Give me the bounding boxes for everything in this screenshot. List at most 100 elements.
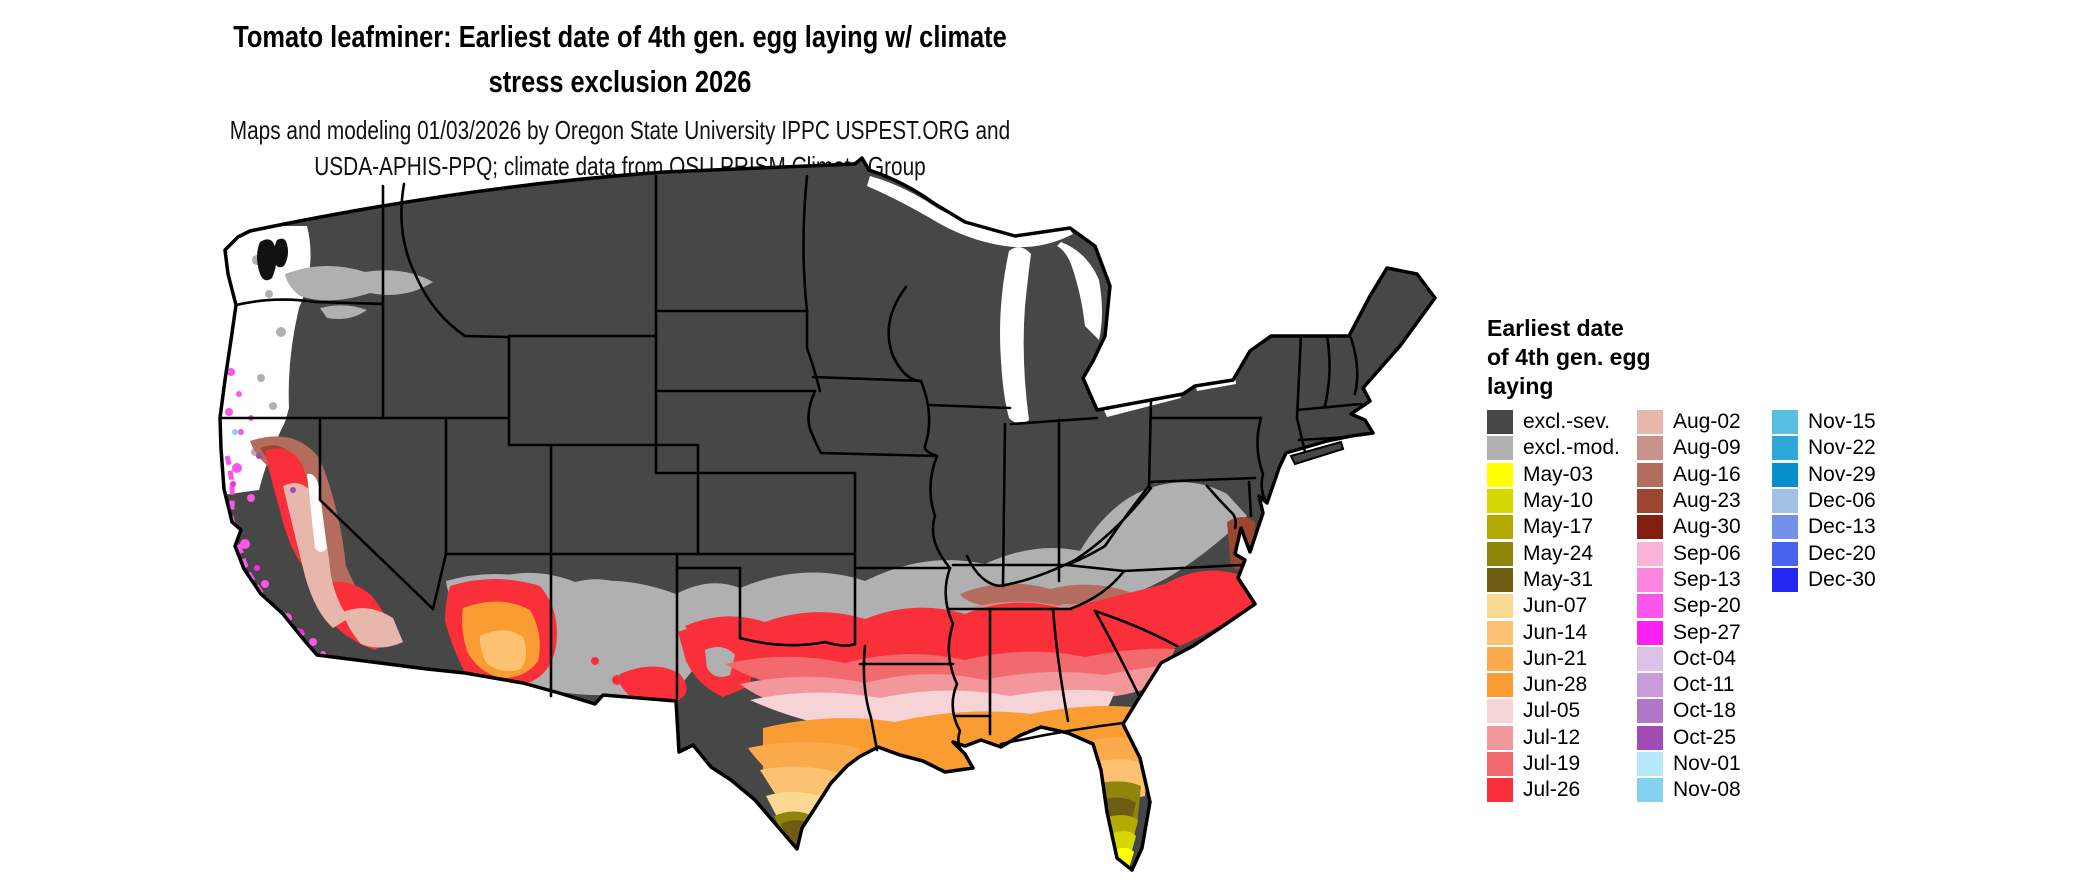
legend-swatch (1637, 646, 1663, 671)
legend-label: Dec-30 (1808, 567, 1876, 591)
legend-row: Oct-11 (1637, 672, 1772, 698)
legend-swatch (1487, 725, 1513, 750)
legend-row: Nov-01 (1637, 751, 1772, 777)
legend-swatch (1637, 567, 1663, 592)
legend-swatch (1487, 646, 1513, 671)
legend-swatch (1637, 594, 1663, 619)
legend-swatch (1637, 410, 1663, 435)
legend-row: May-31 (1487, 567, 1637, 593)
region-east-wa-gray (285, 265, 433, 319)
legend-label: Sep-27 (1673, 620, 1741, 644)
legend-swatch (1772, 489, 1798, 514)
legend-swatch (1637, 489, 1663, 514)
legend-swatch (1637, 515, 1663, 540)
region-or-coast-magenta (225, 368, 254, 435)
legend-label: Aug-02 (1673, 410, 1741, 434)
page-title: Tomato leafminer: Earliest date of 4th g… (112, 14, 1129, 104)
title-line-1: Tomato leafminer: Earliest date of 4th g… (233, 19, 1007, 54)
legend-swatch (1772, 462, 1798, 487)
legend-row: Nov-08 (1637, 777, 1772, 803)
legend-label: Jun-14 (1523, 620, 1588, 644)
legend-swatch (1637, 778, 1663, 803)
legend-row: May-10 (1487, 488, 1637, 514)
legend-label: Nov-29 (1808, 462, 1876, 486)
legend-swatch (1487, 673, 1513, 698)
legend-swatch (1487, 752, 1513, 776)
legend-label: Jun-21 (1523, 646, 1588, 670)
region-excluded-moderate-band (446, 482, 1247, 699)
legend-label: Oct-25 (1673, 725, 1737, 749)
legend-label: May-17 (1523, 515, 1594, 539)
legend-columns: excl.-sev. excl.-mod. May-03 May-10 May-17 Ma… (1487, 409, 1947, 803)
lake-huron (1057, 242, 1102, 340)
legend-row: Nov-29 (1772, 462, 1922, 488)
legend-swatch (1487, 778, 1513, 803)
us-choropleth-map (165, 156, 1465, 891)
region-puget-sound (257, 238, 288, 281)
legend-label: Nov-01 (1673, 752, 1741, 775)
legend-title-line-1: Earliest date (1487, 315, 1624, 341)
legend-label: Oct-18 (1673, 699, 1737, 723)
legend-row: May-03 (1487, 462, 1637, 488)
legend-label: Oct-04 (1673, 646, 1737, 670)
legend-label: excl.-sev. (1523, 410, 1611, 434)
legend-row: Aug-23 (1637, 488, 1772, 514)
region-fl-keys (1103, 873, 1134, 879)
legend-row: Aug-16 (1637, 462, 1772, 488)
legend-label: Sep-13 (1673, 567, 1741, 591)
legend-swatch (1637, 436, 1663, 461)
region-ca-magenta-blobs (232, 463, 326, 657)
legend-label: Jul-05 (1523, 699, 1581, 723)
legend-row: Dec-30 (1772, 567, 1922, 593)
region-wtx-red (618, 625, 752, 701)
legend-label: May-03 (1523, 462, 1594, 486)
legend-swatch (1772, 541, 1798, 566)
state-borders (220, 174, 1363, 756)
legend-swatch (1637, 541, 1663, 566)
legend-row: Jul-26 (1487, 777, 1637, 803)
legend-row: May-17 (1487, 514, 1637, 540)
legend-swatch (1637, 752, 1663, 776)
region-sierra-white (307, 473, 327, 552)
legend-row: Sep-06 (1637, 540, 1772, 566)
legend-row: Jun-14 (1487, 619, 1637, 645)
legend-swatch (1637, 699, 1663, 724)
legend-label: Dec-06 (1808, 489, 1876, 513)
legend-row: Dec-20 (1772, 540, 1922, 566)
legend-row: Oct-18 (1637, 698, 1772, 724)
legend-row: Jun-21 (1487, 646, 1637, 672)
region-delmarva-brown (1227, 517, 1255, 570)
legend-label: Jun-28 (1523, 673, 1588, 697)
legend-row: Jun-07 (1487, 593, 1637, 619)
legend-label: May-31 (1523, 567, 1594, 591)
legend-label: May-24 (1523, 541, 1594, 565)
legend-row: Sep-27 (1637, 619, 1772, 645)
legend-swatch (1487, 594, 1513, 619)
us-map-svg (218, 156, 1437, 879)
legend-label: Aug-23 (1673, 489, 1741, 513)
us-outline (218, 156, 1437, 872)
legend-row: Dec-13 (1772, 514, 1922, 540)
legend-title: Earliest date of 4th gen. egg laying (1487, 314, 1947, 401)
subtitle-line-1: Maps and modeling 01/03/2026 by Oregon S… (229, 115, 1011, 145)
region-red-band (685, 570, 1255, 679)
legend-swatch (1772, 515, 1798, 540)
legend-row: May-24 (1487, 540, 1637, 566)
legend-swatch (1772, 410, 1798, 435)
legend-label: Dec-20 (1808, 541, 1876, 565)
long-island (1289, 440, 1345, 466)
legend-label: Jul-26 (1523, 778, 1581, 802)
legend-swatch (1487, 567, 1513, 592)
legend-row: Oct-04 (1637, 646, 1772, 672)
legend-swatch (1487, 489, 1513, 514)
legend-row: Jul-12 (1487, 725, 1637, 751)
legend-row: Sep-20 (1637, 593, 1772, 619)
legend-row: Jun-28 (1487, 672, 1637, 698)
legend-row: excl.-mod. (1487, 435, 1637, 461)
legend-swatch (1637, 673, 1663, 698)
legend-label: Jun-07 (1523, 594, 1588, 618)
legend-row: Aug-02 (1637, 409, 1772, 435)
legend-label: Aug-09 (1673, 436, 1741, 460)
legend-row: Aug-30 (1637, 514, 1772, 540)
